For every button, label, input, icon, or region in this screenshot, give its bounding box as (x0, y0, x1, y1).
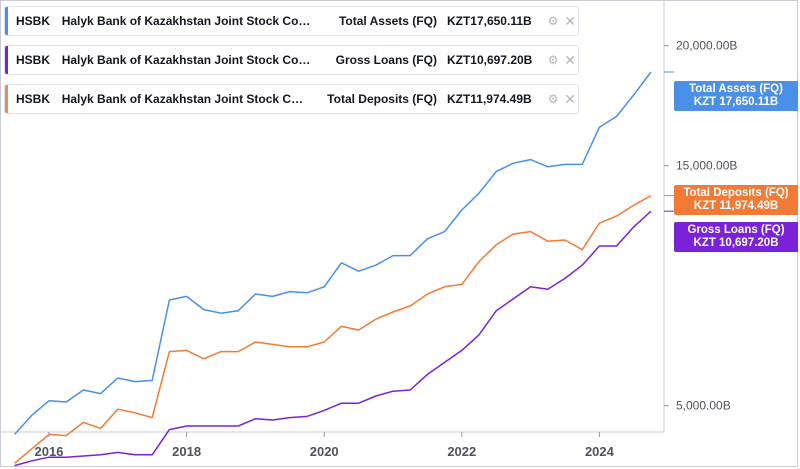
tag-value: KZT 10,697.20B (693, 237, 779, 249)
series-line-gross-loans-fq[interactable] (14, 210, 652, 467)
axis-tag-total-assets: Total Assets (FQ) KZT 17,650.11B (674, 81, 798, 111)
legend-row-total-assets[interactable]: HSBK Halyk Bank of Kazakhstan Joint Stoc… (4, 6, 579, 36)
close-icon[interactable]: ✕ (564, 90, 576, 107)
legend-value: KZT11,974.49B (446, 92, 532, 106)
legend-company-name: Halyk Bank of Kazakhstan Joint Stock C… (61, 92, 304, 106)
legend-row-total-deposits[interactable]: HSBK Halyk Bank of Kazakhstan Joint Stoc… (4, 84, 579, 114)
legend-company-name: Halyk Bank of Kazakhstan Joint Stock Com… (61, 14, 318, 28)
x-tick-label: 2024 (585, 444, 615, 459)
legend-symbol: HSBK (15, 92, 50, 106)
x-tick-label: 2022 (447, 444, 476, 459)
tag-value: KZT 17,650.11B (693, 96, 779, 108)
close-icon[interactable]: ✕ (564, 12, 576, 29)
close-icon[interactable]: ✕ (564, 51, 576, 68)
legend-color-bar (5, 7, 8, 35)
y-tick-label: 20,000.00B (676, 39, 737, 53)
settings-icon[interactable]: ⚙ (547, 14, 559, 28)
tag-label: Total Deposits (FQ) (683, 187, 789, 199)
legend-metric: Total Assets (FQ) (338, 14, 437, 28)
y-tick-label: 15,000.00B (676, 159, 737, 173)
legend-symbol: HSBK (15, 53, 50, 67)
legend-metric: Total Deposits (FQ) (327, 92, 437, 106)
series-line-total-deposits-fq[interactable] (14, 194, 652, 464)
legend-value: KZT17,650.11B (446, 14, 532, 28)
legend-color-bar (5, 85, 8, 113)
legend-company-name: Halyk Bank of Kazakhstan Joint Stock Co… (61, 53, 311, 67)
settings-icon[interactable]: ⚙ (547, 53, 559, 67)
x-tick-label: 2016 (35, 444, 64, 459)
tag-label: Gross Loans (FQ) (687, 224, 785, 236)
x-tick-label: 2018 (172, 444, 201, 459)
legend-value: KZT10,697.20B (446, 53, 533, 67)
legend-color-bar (5, 46, 8, 74)
x-tick-label: 2020 (310, 444, 339, 459)
legend-row-gross-loans[interactable]: HSBK Halyk Bank of Kazakhstan Joint Stoc… (4, 45, 579, 75)
legend-metric: Gross Loans (FQ) (335, 53, 437, 67)
series-line-total-assets-fq[interactable] (14, 71, 652, 435)
legend-symbol: HSBK (15, 14, 50, 28)
settings-icon[interactable]: ⚙ (547, 92, 559, 106)
axis-tag-gross-loans: Gross Loans (FQ) KZT 10,697.20B (674, 222, 798, 252)
y-tick-label: 5,000.00B (676, 399, 731, 413)
tag-label: Total Assets (FQ) (689, 83, 783, 95)
tag-value: KZT 11,974.49B (693, 200, 779, 212)
axis-tag-total-deposits: Total Deposits (FQ) KZT 11,974.49B (674, 185, 798, 215)
